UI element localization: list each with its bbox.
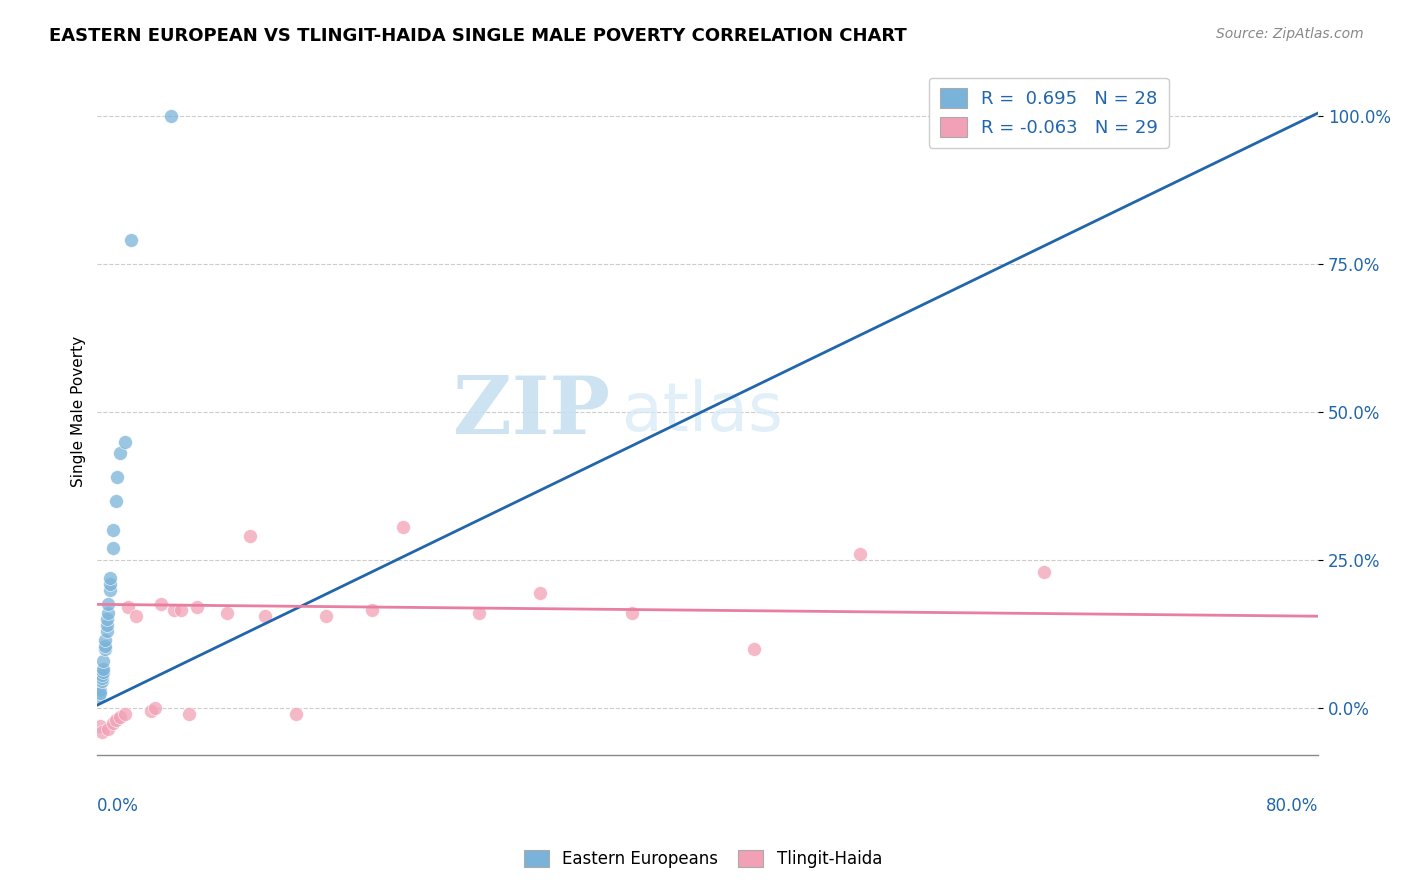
Point — [104, 493, 127, 508]
Point — [90, 724, 112, 739]
Point — [97, 722, 120, 736]
Point — [1032, 565, 1054, 579]
Point — [361, 603, 384, 617]
Point — [105, 470, 128, 484]
Point — [96, 612, 118, 626]
Point — [96, 624, 118, 638]
Point — [98, 576, 121, 591]
Point — [89, 719, 111, 733]
Point — [114, 434, 136, 449]
Text: 80.0%: 80.0% — [1265, 797, 1319, 814]
Point — [239, 529, 262, 543]
Point — [620, 606, 643, 620]
Point — [93, 665, 115, 680]
Point — [93, 654, 115, 668]
Point — [139, 704, 162, 718]
Point — [742, 641, 765, 656]
Point — [89, 683, 111, 698]
Text: 0.0%: 0.0% — [97, 797, 139, 814]
Point — [186, 600, 208, 615]
Point — [98, 571, 121, 585]
Point — [114, 706, 136, 721]
Point — [90, 668, 112, 682]
Point — [177, 706, 200, 721]
Point — [110, 710, 132, 724]
Point — [217, 606, 239, 620]
Point — [93, 663, 115, 677]
Point — [529, 585, 551, 599]
Point — [110, 446, 132, 460]
Point — [90, 674, 112, 689]
Point — [101, 524, 124, 538]
Point — [143, 701, 166, 715]
Point — [117, 600, 139, 615]
Text: Source: ZipAtlas.com: Source: ZipAtlas.com — [1216, 27, 1364, 41]
Point — [94, 641, 117, 656]
Point — [163, 603, 186, 617]
Point — [89, 686, 111, 700]
Point — [284, 706, 307, 721]
Text: ZIP: ZIP — [453, 373, 610, 451]
Point — [97, 598, 120, 612]
Point — [94, 632, 117, 647]
Point — [849, 547, 872, 561]
Point — [254, 609, 277, 624]
Point — [96, 618, 118, 632]
Point — [98, 582, 121, 597]
Text: EASTERN EUROPEAN VS TLINGIT-HAIDA SINGLE MALE POVERTY CORRELATION CHART: EASTERN EUROPEAN VS TLINGIT-HAIDA SINGLE… — [49, 27, 907, 45]
Point — [150, 598, 173, 612]
Point — [391, 520, 413, 534]
Point — [87, 689, 110, 703]
Point — [468, 606, 491, 620]
Y-axis label: Single Male Poverty: Single Male Poverty — [72, 336, 86, 488]
Point — [170, 603, 193, 617]
Point — [120, 233, 142, 247]
Point — [101, 541, 124, 555]
Point — [97, 606, 120, 620]
Point — [101, 715, 124, 730]
Point — [104, 713, 127, 727]
Point — [90, 672, 112, 686]
Point — [315, 609, 337, 624]
Legend: Eastern Europeans, Tlingit-Haida: Eastern Europeans, Tlingit-Haida — [517, 843, 889, 875]
Point — [124, 609, 146, 624]
Legend: R =  0.695   N = 28, R = -0.063   N = 29: R = 0.695 N = 28, R = -0.063 N = 29 — [929, 78, 1168, 148]
Point — [94, 639, 117, 653]
Point — [159, 109, 181, 123]
Text: atlas: atlas — [623, 379, 783, 445]
